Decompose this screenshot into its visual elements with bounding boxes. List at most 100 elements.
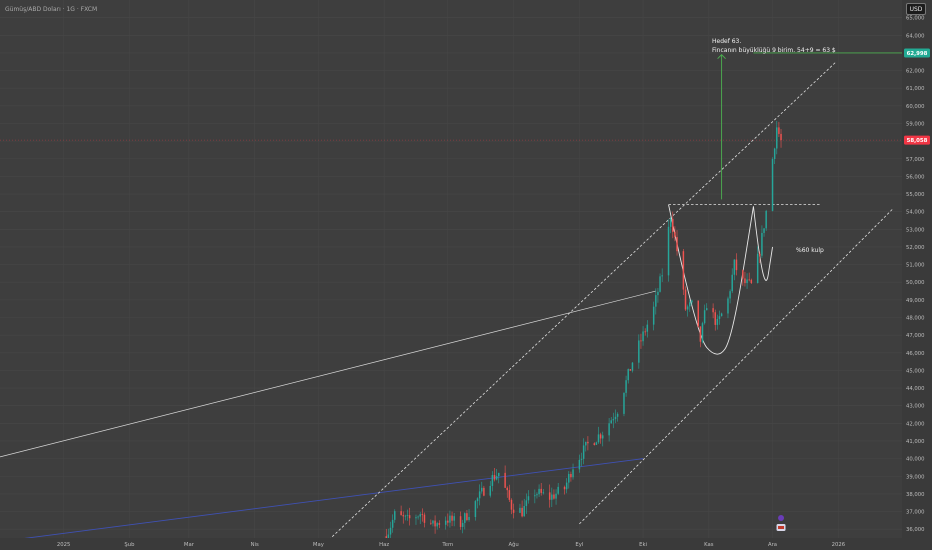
candle-up <box>415 517 417 519</box>
candle-up <box>608 423 610 436</box>
candle-up <box>449 515 451 523</box>
candle-down <box>684 289 687 310</box>
candle-up <box>638 340 640 363</box>
x-tick-label: 2026 <box>832 542 846 548</box>
y-tick-label: 36,000 <box>906 527 925 533</box>
y-tick-label: 49,000 <box>906 298 925 304</box>
candle-down <box>735 259 738 271</box>
candle-up <box>474 501 477 518</box>
last-price-badge-bg <box>904 135 930 145</box>
candle-down <box>423 514 426 523</box>
candle-down <box>430 522 432 524</box>
y-tick-label: 42,000 <box>906 421 925 427</box>
y-tick-label: 40,000 <box>906 457 925 463</box>
x-tick-label: Eki <box>639 542 647 548</box>
candle-up <box>625 380 627 393</box>
candle-up <box>733 259 736 275</box>
candle-down <box>682 251 685 290</box>
candle-down <box>402 515 404 517</box>
candle-up <box>489 485 492 496</box>
candle-up <box>481 487 483 492</box>
candle-down <box>593 443 596 445</box>
candle-up <box>525 500 528 506</box>
candle-down <box>748 279 750 281</box>
x-tick-label: Kas <box>704 542 714 548</box>
candle-up <box>655 295 657 307</box>
candle-up <box>652 306 655 325</box>
currency-button[interactable]: USD <box>906 3 926 15</box>
candle-up <box>720 313 723 317</box>
candle-down <box>504 472 506 488</box>
candle-up <box>491 475 494 486</box>
candle-up <box>551 494 553 500</box>
candle-down <box>459 516 462 527</box>
drawing-layer <box>0 52 902 542</box>
y-tick-label: 37,000 <box>906 510 925 516</box>
y-tick-label: 61,000 <box>906 86 925 92</box>
target-price-badge-bg <box>904 48 930 58</box>
candle-up <box>404 515 407 517</box>
candle-up <box>657 291 659 296</box>
candle-up <box>578 459 581 470</box>
symbol-title[interactable]: Gümüş/ABD Doları · 1G · FXCM <box>5 6 98 13</box>
channel-lower-line <box>579 207 894 525</box>
target-price-badge-label: 62,998 <box>907 51 928 57</box>
candle-down <box>759 253 761 256</box>
candle-up <box>478 491 481 499</box>
candle-up <box>765 210 767 229</box>
y-tick-label: 52,000 <box>906 245 925 251</box>
candle-down <box>408 515 411 519</box>
candle-down <box>548 492 551 500</box>
y-tick-label: 65,000 <box>906 16 925 22</box>
candle-down <box>644 331 646 333</box>
candle-up <box>468 517 470 521</box>
candle-down <box>699 326 702 342</box>
candle-up <box>614 416 617 420</box>
y-tick-label: 51,000 <box>906 263 925 269</box>
candle-down <box>744 278 746 284</box>
y-tick-label: 47,000 <box>906 333 925 339</box>
candle-up <box>602 435 604 439</box>
price-axis-panel <box>902 0 932 550</box>
candle-up <box>701 323 704 342</box>
candle-up <box>667 226 670 276</box>
candle-up <box>669 218 672 227</box>
candle-up <box>464 513 466 523</box>
target-annotation: Hedef 63. Fincanın büyüklüğü 9 birim. 54… <box>712 37 836 55</box>
candle-down <box>640 340 642 342</box>
trendline-blue <box>0 458 644 542</box>
candle-up <box>631 362 634 371</box>
candle-up <box>523 505 525 517</box>
candle-up <box>691 300 693 303</box>
candle-up <box>534 495 536 497</box>
y-tick-label: 45,000 <box>906 368 925 374</box>
candle-up <box>763 228 765 233</box>
candle-up <box>771 158 774 211</box>
cup-handle-label: %60 kulp <box>796 247 824 254</box>
candle-up <box>527 496 530 501</box>
candle-up <box>729 291 731 299</box>
candle-up <box>585 441 587 446</box>
candle-up <box>565 482 568 490</box>
candle-down <box>676 237 678 252</box>
y-tick-label: 54,000 <box>906 210 925 216</box>
candle-up <box>572 469 574 478</box>
candle-up <box>461 522 464 527</box>
candle-up <box>627 369 629 381</box>
y-tick-label: 46,000 <box>906 351 925 357</box>
candle-up <box>746 279 748 284</box>
candles-layer <box>385 120 782 547</box>
y-tick-label: 60,000 <box>906 104 925 110</box>
price-badges: 62,998 58,058 <box>776 48 930 531</box>
candle-up <box>519 507 521 513</box>
candle-up <box>595 442 598 445</box>
candle-up <box>718 316 721 319</box>
x-tick-label: Nis <box>251 542 259 548</box>
y-tick-label: 56,000 <box>906 174 925 180</box>
x-tick-label: Ara <box>768 542 777 548</box>
trendline-white <box>0 290 656 458</box>
candle-down <box>599 434 602 439</box>
candle-up <box>432 520 434 524</box>
